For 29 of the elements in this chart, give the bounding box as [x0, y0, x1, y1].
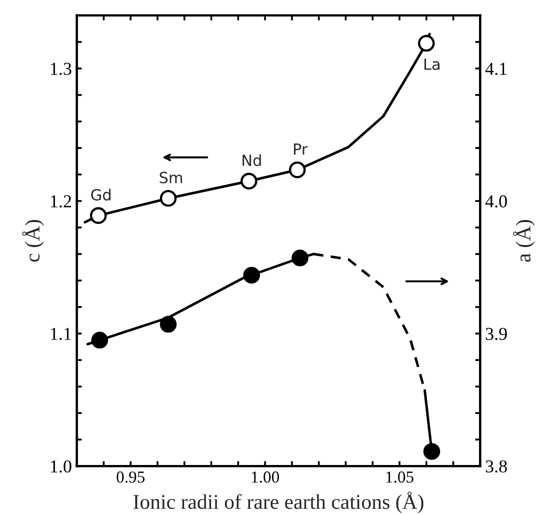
- y-tick-label: 1.0: [51, 460, 72, 473]
- annotation: Sm: [160, 172, 182, 184]
- y2-tick-label: 4.1: [485, 62, 506, 75]
- x-axis-title: Ionic radii of rare earth cations (Å): [133, 492, 424, 514]
- point: [91, 332, 108, 349]
- y-tick-label: 1.2: [51, 195, 71, 208]
- annotation: La: [424, 58, 440, 70]
- y-tick-label: 1.3: [51, 62, 72, 75]
- point: [160, 190, 177, 207]
- point: [292, 250, 308, 266]
- annotation: Pr: [294, 143, 308, 155]
- point: [423, 443, 440, 460]
- y2-axis-title: a (Å): [513, 220, 535, 262]
- point: [90, 207, 107, 224]
- y-axis-title: c (Å): [22, 220, 44, 262]
- y2-tick-label: 3.8: [486, 460, 507, 473]
- point: [288, 161, 306, 178]
- point: [418, 34, 435, 52]
- annotation: Gd: [91, 188, 111, 201]
- annotation: Nd: [242, 154, 261, 166]
- y2-tick-label: 3.9: [486, 328, 507, 340]
- point: [160, 316, 177, 333]
- x-tick-label: 0.95: [116, 471, 145, 483]
- x-tick-label: 1.00: [252, 471, 279, 483]
- point: [243, 266, 260, 284]
- x-tick-label: 1.05: [386, 471, 414, 483]
- y-tick-label: 1.1: [51, 328, 71, 340]
- point: [240, 172, 258, 190]
- y2-tick-label: 4.0: [485, 195, 507, 208]
